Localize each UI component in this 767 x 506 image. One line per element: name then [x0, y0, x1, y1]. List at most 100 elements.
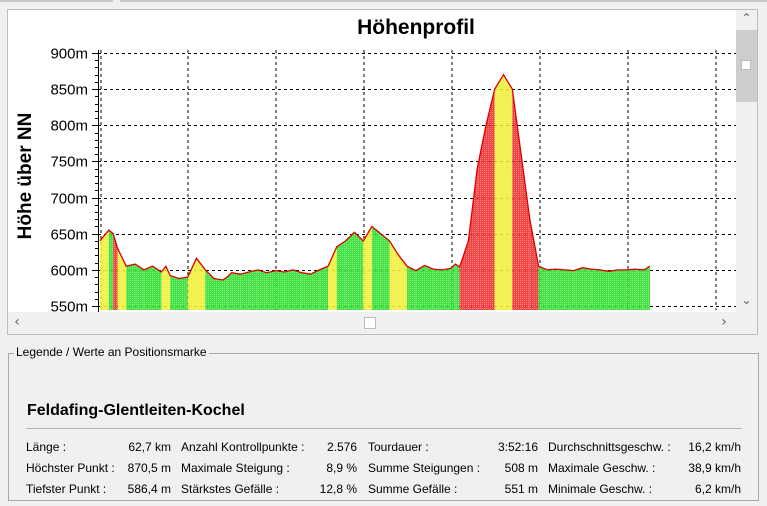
profile-segment-texture: [556, 269, 565, 310]
profile-segment-texture: [284, 269, 293, 310]
profile-segment-texture: [249, 269, 258, 310]
elevation-chart: 900m 850m 800m 750m 700m 650m 600m 550m Höhenpr…: [15, 16, 736, 316]
scroll-left-arrow-icon[interactable]: ‹: [14, 314, 20, 330]
profile-segment-texture: [442, 268, 451, 310]
scroll-up-arrow-icon[interactable]: ⌃: [741, 11, 752, 25]
stat-label: Maximale Steigung :: [181, 461, 290, 475]
scroll-right-arrow-icon[interactable]: ›: [721, 314, 727, 330]
elevation-chart-panel: 900m 850m 800m 750m 700m 650m 600m 550m Höhenpr…: [7, 9, 758, 335]
profile-segment-texture: [363, 226, 372, 310]
legend-group-box: [8, 353, 759, 501]
y-tick-label: 800m: [50, 118, 88, 135]
profile-segment-texture: [205, 269, 215, 310]
y-tick-label: 700m: [50, 191, 88, 208]
vertical-scroll-marker: [741, 60, 751, 70]
stat-value: 870,5 m: [127, 461, 171, 475]
stat-value: 16,2 km/h: [688, 440, 741, 454]
profile-segment-texture: [310, 269, 320, 310]
stat-label: Durchschnittsgeschw. :: [548, 440, 671, 454]
stat-value: 8,9 %: [326, 461, 357, 475]
horizontal-scroll-thumb[interactable]: [364, 317, 376, 329]
profile-segment-texture: [494, 74, 504, 310]
profile-segment-texture: [187, 258, 197, 310]
stat-label: Anzahl Kontrollpunkte :: [181, 440, 305, 454]
stat-label: Tourdauer :: [368, 440, 429, 454]
profile-segment-texture: [301, 272, 311, 310]
profile-segment-texture: [266, 270, 276, 310]
profile-segment-texture: [450, 264, 456, 310]
profile-segment-texture: [608, 269, 618, 310]
stat-value: 3:52:16: [497, 440, 538, 454]
profile-segment-texture: [196, 258, 206, 310]
profile-segment-texture: [257, 269, 267, 310]
profile-segment-texture: [108, 230, 114, 310]
stat-label: Maximale Geschw. :: [548, 461, 656, 475]
profile-segment-texture: [398, 254, 408, 310]
stat-label: Stärkstes Gefälle :: [181, 482, 280, 496]
stat-label: Tiefster Punkt :: [26, 482, 107, 496]
window-top-edge: [0, 0, 767, 3]
profile-segment-texture: [275, 270, 285, 310]
profile-segment-texture: [222, 277, 228, 310]
scrollbar-corner: [736, 312, 757, 334]
profile-segment-texture: [143, 266, 153, 310]
profile-segment-texture: [564, 269, 574, 310]
profile-segment-texture: [371, 226, 381, 310]
profile-segment-texture: [135, 264, 144, 310]
profile-segment-texture: [407, 266, 416, 310]
stat-label: Summe Steigungen :: [368, 461, 481, 475]
profile-segment-texture: [521, 154, 530, 310]
profile-segment-texture: [547, 269, 557, 310]
profile-segment-texture: [345, 232, 355, 310]
stat-value: 12,8 %: [319, 482, 357, 496]
profile-segment-texture: [117, 248, 127, 310]
profile-segment-texture: [600, 269, 609, 310]
stat-label: Höchster Punkt :: [26, 461, 115, 475]
y-tick-label: 600m: [50, 263, 88, 280]
profile-segment-texture: [240, 272, 250, 310]
y-tick-label: 650m: [50, 227, 88, 244]
profile-segment-texture: [424, 265, 434, 310]
elevation-profile-line: [99, 73, 651, 281]
tour-title-separator: [26, 428, 742, 429]
scroll-down-arrow-icon[interactable]: ⌄: [741, 293, 752, 307]
y-tick-label: 900m: [50, 46, 88, 63]
profile-segment-texture: [165, 266, 171, 310]
y-tick-label: 750m: [50, 154, 88, 171]
y-tick-label: 850m: [50, 82, 88, 99]
stat-label: Länge :: [26, 440, 67, 454]
profile-segment-texture: [635, 269, 644, 310]
profile-segment-texture: [617, 269, 627, 310]
stat-value: 2.576: [326, 440, 357, 454]
profile-segment-texture: [591, 269, 600, 310]
profile-segment-texture: [485, 89, 495, 311]
profile-segment-texture: [503, 74, 513, 310]
y-axis-label: Höhe über NN: [15, 113, 36, 240]
profile-segment-texture: [170, 275, 179, 310]
stat-value: 551 m: [504, 482, 538, 496]
stat-label: Minimale Geschw. :: [548, 482, 653, 496]
profile-segment-texture: [415, 265, 425, 310]
profile-segment-texture: [227, 272, 232, 310]
stat-value: 38,9 km/h: [688, 461, 741, 475]
profile-segment-texture: [152, 266, 162, 310]
profile-segment-texture: [433, 269, 443, 310]
profile-segment-texture: [126, 264, 136, 310]
stat-value: 6,2 km/h: [694, 482, 741, 496]
profile-segment-texture: [477, 125, 486, 311]
stat-label: Summe Gefälle :: [368, 482, 458, 496]
y-tick-label: 550m: [50, 299, 88, 316]
profile-segment-texture: [529, 219, 539, 310]
profile-segment-texture: [354, 232, 364, 310]
profile-segment-texture: [389, 240, 399, 310]
profile-segment-texture: [100, 230, 109, 310]
profile-segment-texture: [292, 269, 302, 310]
profile-segment-texture: [113, 233, 118, 310]
profile-segment-texture: [231, 272, 241, 310]
stat-value: 508 m: [504, 461, 538, 475]
profile-segment-texture: [538, 266, 548, 310]
profile-segment-texture: [455, 264, 460, 310]
profile-segment-texture: [468, 168, 478, 310]
stat-value: 586,4 m: [127, 482, 171, 496]
profile-segment-texture: [573, 267, 583, 310]
